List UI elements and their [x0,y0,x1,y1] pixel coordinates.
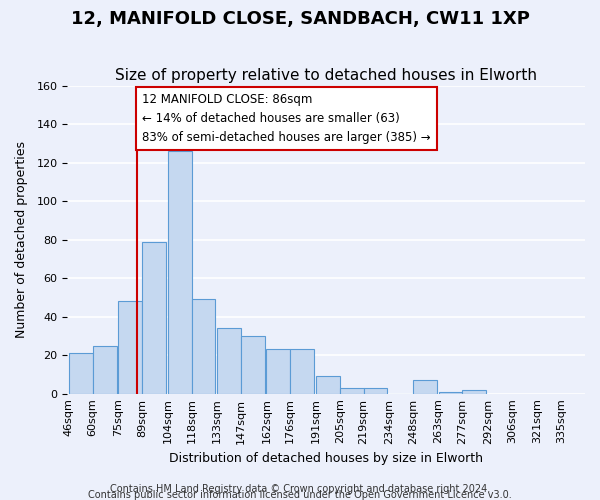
Bar [167,151,191,394]
Bar [217,328,241,394]
Title: Size of property relative to detached houses in Elworth: Size of property relative to detached ho… [115,68,537,83]
Bar [191,300,215,394]
Bar [340,388,364,394]
Bar [364,388,388,394]
X-axis label: Distribution of detached houses by size in Elworth: Distribution of detached houses by size … [169,452,483,465]
Text: 12, MANIFOLD CLOSE, SANDBACH, CW11 1XP: 12, MANIFOLD CLOSE, SANDBACH, CW11 1XP [71,10,529,28]
Text: 12 MANIFOLD CLOSE: 86sqm
← 14% of detached houses are smaller (63)
83% of semi-d: 12 MANIFOLD CLOSE: 86sqm ← 14% of detach… [142,94,431,144]
Bar [266,350,290,394]
Text: Contains public sector information licensed under the Open Government Licence v3: Contains public sector information licen… [88,490,512,500]
Bar [439,392,463,394]
Bar [413,380,437,394]
Bar [290,350,314,394]
Bar [463,390,486,394]
Bar [118,301,142,394]
Bar [69,353,93,394]
Bar [93,346,116,394]
Bar [316,376,340,394]
Bar [241,336,265,394]
Y-axis label: Number of detached properties: Number of detached properties [15,141,28,338]
Text: Contains HM Land Registry data © Crown copyright and database right 2024.: Contains HM Land Registry data © Crown c… [110,484,490,494]
Bar [142,242,166,394]
